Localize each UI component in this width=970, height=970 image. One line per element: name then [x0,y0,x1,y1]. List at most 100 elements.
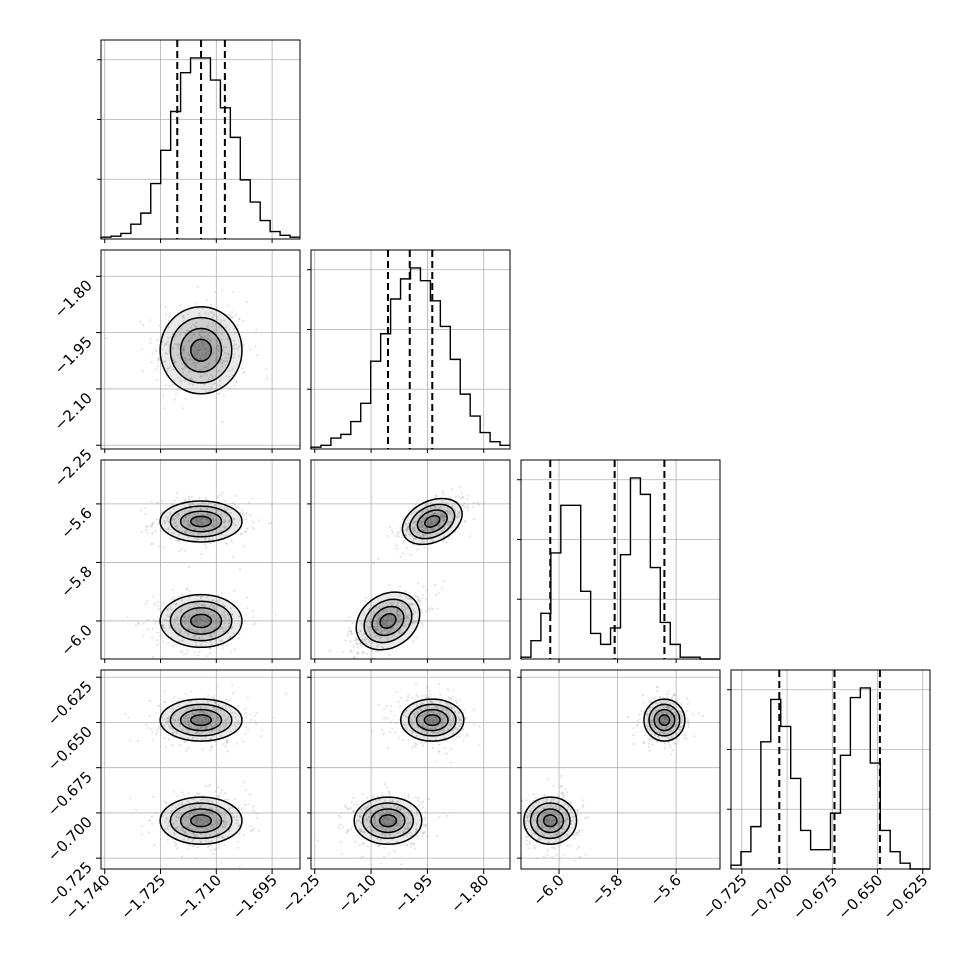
sample-point [674,703,677,706]
sample-point [150,500,153,504]
sample-point [375,615,378,618]
sample-point [212,324,215,327]
sample-point [436,834,439,838]
sample-point [681,717,684,720]
sample-point [399,807,402,811]
sample-point [197,615,200,619]
sample-point [385,815,388,818]
sample-point [171,707,174,711]
sample-point [201,343,204,346]
sample-point [359,642,362,645]
sample-point [698,712,701,715]
sample-point [205,298,208,301]
sample-point [666,712,670,715]
sample-point [452,689,455,692]
sample-point [354,821,358,824]
sample-point [376,622,379,625]
sample-point [557,823,560,826]
sample-point [229,730,233,733]
sample-point [214,621,217,624]
sample-point [240,807,243,810]
sample-point [238,345,241,348]
sample-point [141,369,144,373]
sample-point [361,855,365,858]
sample-point [162,601,165,604]
sample-point [139,320,142,323]
sample-point [216,685,219,688]
sample-point [183,741,186,744]
sample-point [225,738,228,741]
sample-point [178,333,181,336]
sample-point [214,328,217,331]
sample-point [440,722,443,725]
sample-point [427,508,430,511]
sample-point [186,720,190,723]
sample-point [210,730,213,733]
sample-point [653,727,656,730]
sample-point [224,521,227,524]
sample-point [156,631,160,634]
sample-point [393,827,396,830]
sample-point [202,330,206,333]
sample-point [180,855,183,858]
sample-point [188,817,191,820]
sample-point [443,518,446,521]
sample-point [199,374,202,377]
sample-point [442,520,446,523]
sample-point [233,589,236,592]
sample-point [196,720,199,723]
sample-point [192,833,195,836]
sample-point [430,700,434,703]
sample-point [228,376,231,379]
sample-point [402,723,405,726]
sample-point [667,741,670,744]
x-tick-label: −6.0 [529,871,567,909]
sample-point [392,607,396,610]
sample-point [183,615,186,619]
sample-point [349,649,352,653]
contour-line [361,802,415,840]
sample-point [207,840,210,843]
sample-point [150,727,153,731]
sample-point [185,729,188,732]
sample-point [171,347,175,350]
sample-point [233,723,236,726]
sample-point [378,798,381,801]
sample-point [243,707,247,711]
sample-point [411,731,414,734]
sample-point [409,822,412,826]
sample-point [551,819,554,823]
sample-point [686,702,690,705]
sample-point [206,712,209,716]
sample-point [187,724,190,727]
sample-point [383,816,387,819]
sample-point [176,345,179,348]
sample-point [363,613,366,616]
sample-point [200,718,203,722]
sample-point [213,526,216,529]
sample-point [200,643,203,647]
sample-point [195,617,199,621]
sample-point [347,615,350,618]
sample-point [404,617,408,620]
sample-point [182,715,185,719]
sample-point [208,349,211,352]
sample-point [421,714,424,718]
y-tick-label: −5.8 [57,563,95,601]
sample-point [198,518,201,521]
sample-point [650,733,653,736]
sample-point [399,696,403,699]
sample-point [181,829,185,832]
sample-point [224,704,228,707]
sample-point [416,726,419,729]
sample-point [403,624,406,627]
sample-point [386,619,389,622]
sample-point [174,843,178,846]
sample-point [208,515,211,518]
sample-point [237,722,240,726]
sample-point [174,334,178,338]
sample-point [460,719,464,722]
sample-point [134,624,138,627]
sample-point [231,315,234,318]
sample-point [422,831,425,834]
